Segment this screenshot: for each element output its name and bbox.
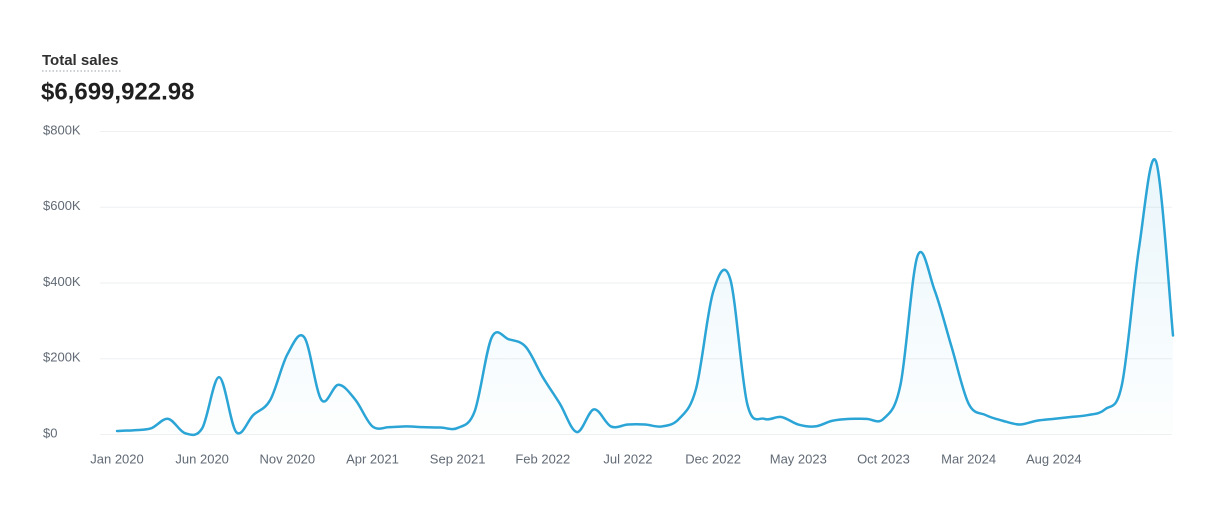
x-tick-label: Jul 2022 bbox=[603, 451, 652, 466]
x-tick-label: Sep 2021 bbox=[430, 451, 486, 466]
x-tick-label: Jun 2020 bbox=[175, 451, 229, 466]
y-tick-label: $800K bbox=[43, 122, 81, 137]
chart-title: Total sales bbox=[42, 52, 118, 69]
x-tick-label: Aug 2024 bbox=[1026, 451, 1082, 466]
area bbox=[117, 159, 1173, 435]
x-tick-label: Jan 2020 bbox=[90, 451, 144, 466]
x-tick-label: Feb 2022 bbox=[515, 451, 570, 466]
y-tick-label: $400K bbox=[43, 274, 81, 289]
x-tick-label: Oct 2023 bbox=[857, 451, 910, 466]
total-value: $6,699,922.98 bbox=[41, 78, 194, 105]
y-tick-label: $200K bbox=[43, 350, 81, 365]
y-tick-label: $0 bbox=[43, 425, 57, 440]
y-tick-label: $600K bbox=[43, 198, 81, 213]
line bbox=[115, 157, 1175, 437]
x-tick-label: Apr 2021 bbox=[346, 451, 399, 466]
x-tick-label: May 2023 bbox=[770, 451, 827, 466]
x-tick-label: Nov 2020 bbox=[259, 451, 315, 466]
x-tick-label: Dec 2022 bbox=[685, 451, 741, 466]
x-tick-label: Mar 2024 bbox=[941, 451, 996, 466]
